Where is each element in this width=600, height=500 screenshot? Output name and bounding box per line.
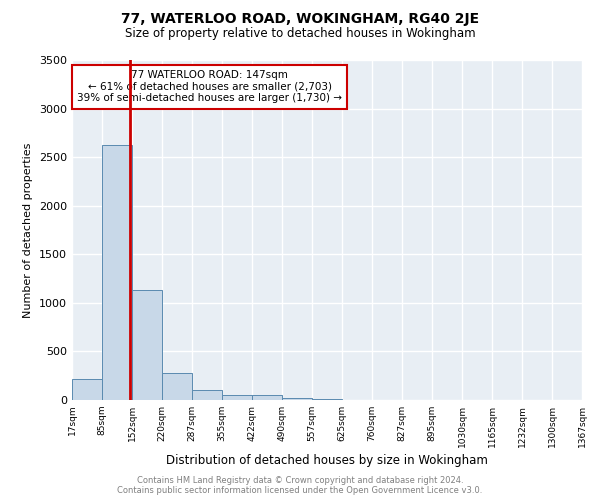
Text: Contains HM Land Registry data © Crown copyright and database right 2024.
Contai: Contains HM Land Registry data © Crown c… — [118, 476, 482, 495]
Text: Size of property relative to detached houses in Wokingham: Size of property relative to detached ho… — [125, 28, 475, 40]
Y-axis label: Number of detached properties: Number of detached properties — [23, 142, 34, 318]
Bar — [222, 394, 252, 400]
Bar — [132, 290, 162, 400]
Text: 77, WATERLOO ROAD, WOKINGHAM, RG40 2JE: 77, WATERLOO ROAD, WOKINGHAM, RG40 2JE — [121, 12, 479, 26]
Bar — [162, 373, 192, 400]
Bar — [312, 399, 342, 400]
Bar — [282, 398, 312, 400]
Bar — [72, 378, 102, 400]
Text: 77 WATERLOO ROAD: 147sqm
← 61% of detached houses are smaller (2,703)
39% of sem: 77 WATERLOO ROAD: 147sqm ← 61% of detach… — [77, 70, 342, 103]
X-axis label: Distribution of detached houses by size in Wokingham: Distribution of detached houses by size … — [166, 454, 488, 467]
Bar — [252, 395, 282, 400]
Bar — [192, 390, 222, 400]
Bar — [102, 144, 132, 400]
